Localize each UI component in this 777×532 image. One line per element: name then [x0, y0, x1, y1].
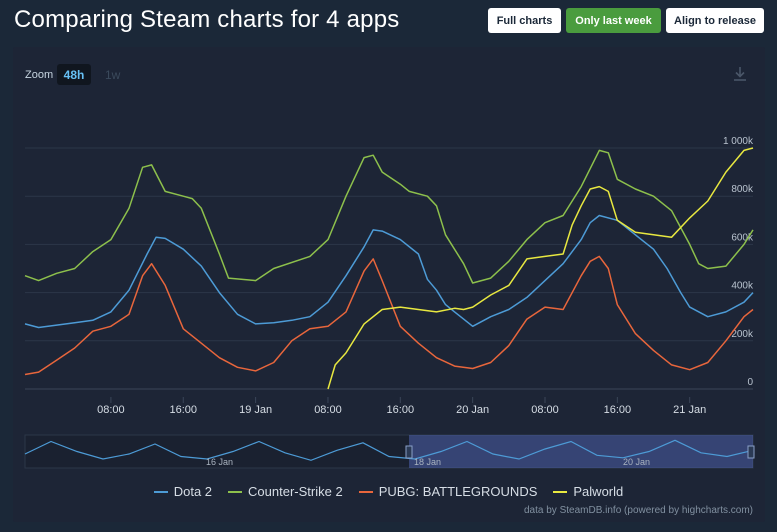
legend: Dota 2 Counter-Strike 2 PUBG: BATTLEGROU…	[0, 484, 777, 499]
navigator: 16 Jan 18 Jan 20 Jan	[24, 434, 755, 469]
navigator-label: 20 Jan	[623, 457, 650, 467]
x-tick-label: 20 Jan	[456, 404, 489, 416]
legend-label: Counter-Strike 2	[248, 484, 343, 499]
page-title: Comparing Steam charts for 4 apps	[14, 6, 400, 33]
x-tick-label: 08:00	[97, 404, 125, 416]
y-tick-label: 0	[747, 377, 753, 388]
navigator-label: 16 Jan	[206, 457, 233, 467]
y-tick-label: 800k	[731, 184, 754, 195]
y-tick-label: 600k	[731, 232, 754, 243]
only-last-week-button[interactable]: Only last week	[566, 8, 661, 33]
navigator-line	[24, 439, 754, 461]
y-axis-ticks: 0 200k 400k 600k 800k 1 000k	[723, 136, 754, 388]
zoom-1w-button[interactable]: 1w	[105, 68, 121, 82]
legend-swatch	[553, 490, 568, 493]
legend-swatch	[358, 490, 373, 493]
download-icon[interactable]	[732, 66, 748, 82]
series-line-counter-strike-2	[24, 149, 754, 284]
navigator-label: 18 Jan	[414, 457, 441, 467]
y-tick-label: 200k	[731, 329, 754, 340]
navigator-selection	[409, 435, 753, 468]
series-line-dota-2	[24, 214, 754, 329]
grid-lines	[25, 147, 753, 390]
credit-text[interactable]: data by SteamDB.info (powered by highcha…	[524, 505, 753, 516]
x-tick-label: 19 Jan	[239, 404, 272, 416]
zoom-label: Zoom	[25, 69, 54, 81]
legend-label: Palworld	[573, 484, 624, 499]
x-axis-ticks: 08:00 16:00 19 Jan 08:00 16:00 20 Jan 08:00 16:…	[97, 397, 706, 416]
series-lines	[24, 147, 754, 390]
legend-swatch	[153, 490, 168, 493]
navigator-background	[24, 434, 754, 469]
x-tick-label: 16:00	[387, 404, 415, 416]
y-tick-label: 1 000k	[723, 136, 754, 147]
x-tick-label: 08:00	[314, 404, 342, 416]
legend-item-counter-strike-2[interactable]: Counter-Strike 2	[228, 484, 343, 499]
series-line-pubg-battlegrounds	[24, 255, 754, 376]
y-tick-label: 400k	[731, 281, 754, 292]
legend-item-dota-2[interactable]: Dota 2	[153, 484, 213, 499]
legend-label: PUBG: BATTLEGROUNDS	[378, 484, 538, 499]
x-tick-label: 16:00	[604, 404, 632, 416]
zoom-48h-button[interactable]: 48h	[57, 64, 91, 85]
series-line-palworld	[327, 147, 754, 390]
x-tick-label: 08:00	[531, 404, 559, 416]
legend-swatch	[228, 490, 243, 493]
legend-item-palworld[interactable]: Palworld	[553, 484, 623, 499]
x-tick-label: 21 Jan	[673, 404, 706, 416]
navigator-handle	[747, 445, 755, 459]
align-to-release-button[interactable]: Align to release	[666, 8, 764, 33]
legend-item-pubg[interactable]: PUBG: BATTLEGROUNDS	[358, 484, 538, 499]
full-charts-button[interactable]: Full charts	[488, 8, 561, 33]
x-tick-label: 16:00	[169, 404, 197, 416]
navigator-handle	[405, 445, 413, 459]
legend-label: Dota 2	[173, 484, 213, 499]
